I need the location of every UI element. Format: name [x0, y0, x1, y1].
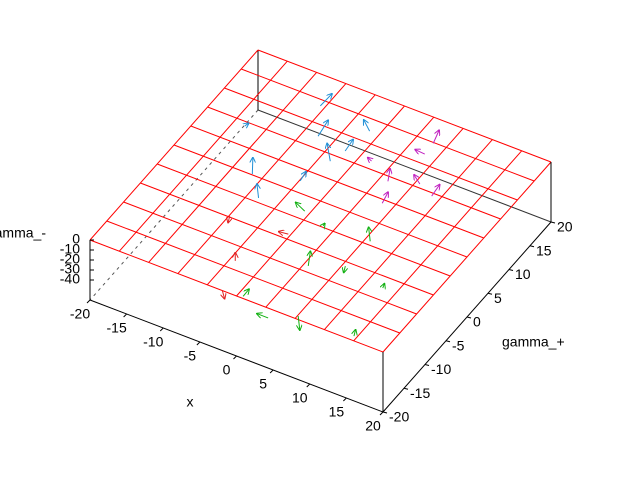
z-tick-label: -40	[60, 271, 80, 287]
vector-arrow	[323, 224, 325, 226]
mesh-line	[257, 49, 552, 163]
vector-arrow	[299, 172, 306, 182]
vector-arrow	[319, 94, 332, 107]
vector-arrow	[415, 150, 425, 155]
y-tick	[445, 340, 451, 343]
y-tick	[508, 269, 514, 271]
y-tick-label: 10	[515, 266, 531, 282]
x-tick	[196, 341, 201, 346]
y-tick	[424, 364, 430, 366]
vector-arrow	[298, 316, 300, 330]
vector-arrow	[308, 252, 310, 266]
y-tick	[382, 411, 388, 414]
y-tick-label: 20	[557, 219, 573, 235]
x-tick-label: -10	[143, 334, 163, 350]
vector-arrow	[317, 120, 328, 137]
y-tick	[550, 221, 556, 224]
y-tick-label: 15	[536, 242, 552, 258]
vector-arrow	[364, 120, 371, 132]
mesh-line	[241, 68, 535, 182]
vector-arrow	[242, 289, 249, 297]
y-tick-label: 5	[494, 290, 502, 306]
vector-arrow	[245, 123, 249, 126]
x-tick-label: -5	[184, 348, 197, 364]
box-edge	[257, 109, 552, 223]
vector-arrow	[354, 330, 356, 337]
z-tick-label: 0	[72, 231, 80, 247]
mesh-line	[190, 125, 484, 239]
vector-arrow	[388, 169, 390, 182]
y-tick	[487, 292, 493, 295]
x-tick	[86, 299, 91, 304]
x-tick	[343, 397, 347, 402]
y-axis-label: gamma_+	[502, 334, 565, 350]
box-edge	[89, 109, 259, 301]
mesh-line	[324, 139, 493, 330]
vector-arrow	[368, 158, 372, 161]
mesh-line	[294, 128, 464, 319]
vector-arrow	[344, 265, 346, 272]
mesh-line	[224, 87, 518, 201]
vector-arrow	[383, 284, 385, 288]
y-tick	[466, 316, 472, 319]
z-tick-label: -30	[60, 261, 80, 277]
y-tick-label: -10	[431, 361, 451, 377]
vector-arrow	[222, 290, 224, 299]
y-tick-label: -5	[452, 337, 465, 353]
vector-arrow	[432, 130, 439, 144]
z-tick-label: -10	[60, 241, 80, 257]
x-tick-label: -15	[107, 320, 127, 336]
mesh-line	[353, 150, 523, 342]
x-tick-label: 5	[259, 376, 267, 392]
mesh-line	[265, 116, 435, 308]
vector-arrow	[327, 144, 330, 162]
z-tick-label: -20	[60, 251, 80, 267]
vector-arrow	[369, 227, 371, 242]
x-tick-label: 10	[292, 390, 308, 406]
vector-arrow	[252, 158, 253, 174]
x-tick	[123, 313, 127, 318]
y-tick-label: -20	[389, 409, 409, 425]
vector-arrow	[431, 185, 440, 197]
x-tick	[159, 327, 164, 332]
x-tick	[379, 411, 384, 416]
vector-arrow	[257, 184, 259, 199]
x-tick-label: -20	[70, 306, 90, 322]
x-tick-label: 20	[365, 418, 381, 434]
vector-arrow	[381, 192, 388, 204]
z-axis-label: gamma_-	[0, 225, 46, 241]
vector-arrow	[344, 140, 353, 152]
vector-arrow	[257, 314, 269, 319]
x-tick	[269, 369, 274, 374]
y-tick-label: 0	[473, 314, 481, 330]
x-tick	[233, 355, 237, 360]
vector-arrow	[228, 216, 230, 222]
y-tick	[403, 387, 409, 390]
x-tick-label: 0	[223, 362, 231, 378]
vector-arrow	[279, 232, 289, 234]
mesh-line	[382, 161, 552, 353]
x-tick	[306, 383, 311, 388]
x-tick-label: 15	[329, 404, 345, 420]
y-tick-label: -15	[410, 385, 430, 401]
mesh-line	[173, 144, 468, 258]
mesh-line	[207, 106, 501, 220]
vector-arrow	[414, 175, 421, 185]
x-axis-label: x	[187, 394, 194, 410]
vector-arrow	[296, 203, 306, 212]
y-tick	[529, 245, 535, 248]
